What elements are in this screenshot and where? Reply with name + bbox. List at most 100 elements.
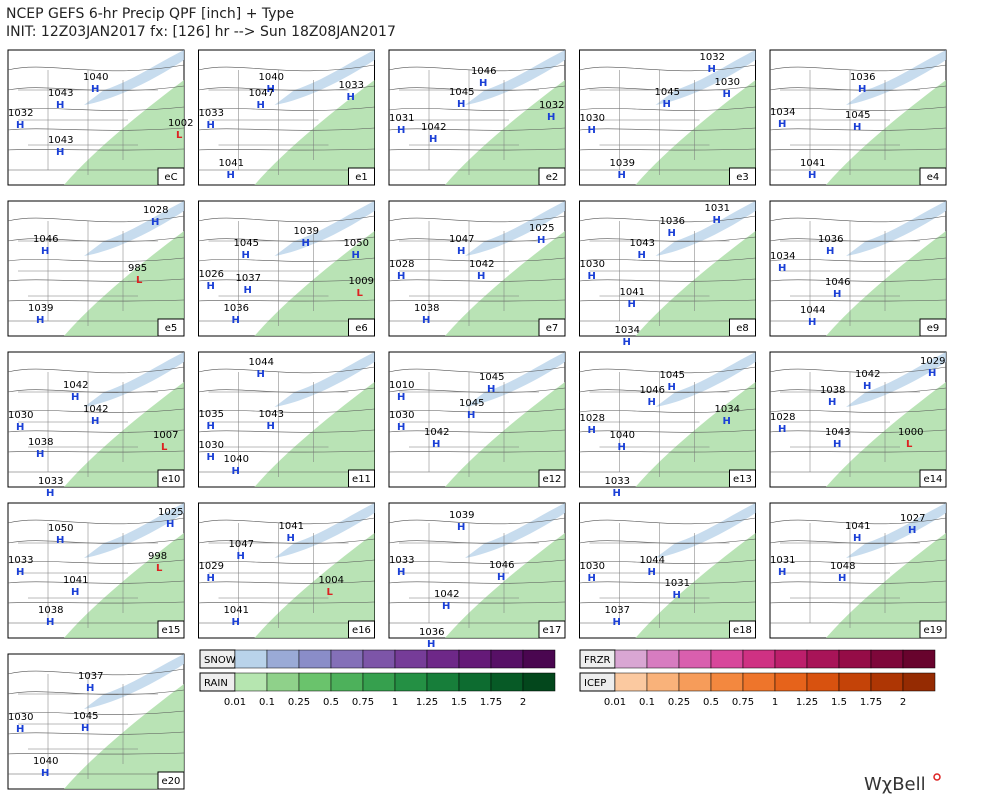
isobar <box>7 299 185 302</box>
isobar <box>198 408 375 413</box>
pressure-value: 1034 <box>715 404 740 415</box>
isobar <box>388 299 566 302</box>
isobar <box>7 257 185 262</box>
member-label: e8 <box>736 323 749 334</box>
pressure-value: 1050 <box>344 238 369 249</box>
pressure-symbol: H <box>457 246 465 257</box>
pressure-symbol: H <box>833 439 841 450</box>
pressure-symbol: L <box>906 439 913 450</box>
legend-tick: 1.25 <box>416 697 438 708</box>
isobar <box>769 64 947 72</box>
isobar <box>7 127 185 131</box>
precip-snow <box>846 201 946 256</box>
member-box <box>538 620 566 639</box>
pressure-symbol: H <box>648 567 656 578</box>
pressure-symbol: H <box>397 271 405 282</box>
pressure-symbol: H <box>287 533 295 544</box>
pressure-value: 1028 <box>580 413 605 424</box>
pressure-value: 1040 <box>33 756 58 767</box>
member-label: e3 <box>736 172 749 183</box>
legend-swatch <box>490 649 524 669</box>
pressure-symbol: H <box>267 421 275 432</box>
isobar <box>769 601 947 604</box>
pressure-symbol: H <box>227 170 235 181</box>
state-lines <box>780 70 920 175</box>
member-label: eC <box>164 172 177 183</box>
pressure-value: 1047 <box>229 539 254 550</box>
precip-rain <box>64 684 184 789</box>
pressure-value: 1045 <box>660 370 685 381</box>
pressure-symbol: L <box>161 442 168 453</box>
precip-rain <box>64 533 184 638</box>
legend-swatch <box>394 672 428 692</box>
isobar <box>579 580 756 584</box>
pressure-value: 1046 <box>471 66 496 77</box>
isobar <box>7 538 185 544</box>
isobar <box>198 64 375 72</box>
member-label: e13 <box>733 474 752 485</box>
pressure-value: 1044 <box>800 305 825 316</box>
pressure-value: 1033 <box>339 80 364 91</box>
precip-rain <box>64 80 184 185</box>
member-label: e20 <box>162 776 181 787</box>
pressure-symbol: H <box>16 724 24 735</box>
pressure-value: 1026 <box>199 269 224 280</box>
legend-tick: 0.75 <box>352 697 374 708</box>
pressure-value: 1034 <box>770 107 795 118</box>
pressure-symbol: H <box>833 289 841 300</box>
pressure-value: 1027 <box>900 513 925 524</box>
pressure-value: 1047 <box>249 88 274 99</box>
precip-snow <box>655 352 756 407</box>
precip-snow <box>465 352 565 407</box>
isobar <box>7 408 185 413</box>
pressure-value: 1041 <box>224 605 249 616</box>
isobar <box>388 517 566 525</box>
pressure-value: 1025 <box>158 507 183 518</box>
precip-rain <box>826 382 946 487</box>
member-label: e9 <box>927 323 940 334</box>
pressure-value: 1038 <box>820 385 845 396</box>
legend-swatch <box>902 649 936 669</box>
state-lines <box>780 221 920 326</box>
pressure-value: 1007 <box>153 430 178 441</box>
isobar <box>7 148 185 151</box>
pressure-value: 1045 <box>845 110 870 121</box>
pressure-value: 1040 <box>259 72 284 83</box>
precip-rain <box>445 382 565 487</box>
isobar <box>579 215 756 223</box>
pressure-value: 1030 <box>715 77 740 88</box>
pressure-value: 1034 <box>615 325 640 336</box>
legend-tick: 0.25 <box>668 697 690 708</box>
legend-swatch <box>426 672 460 692</box>
member-box <box>919 469 947 488</box>
pressure-symbol: L <box>357 288 364 299</box>
pressure-value: 1043 <box>48 88 73 99</box>
pressure-symbol: H <box>16 422 24 433</box>
precip-snow <box>84 503 184 558</box>
isobar <box>769 580 947 584</box>
pressure-symbol: L <box>156 563 163 574</box>
isobar <box>769 106 947 111</box>
pressure-symbol: H <box>41 246 49 257</box>
isobar <box>579 450 756 453</box>
pressure-symbol: H <box>36 315 44 326</box>
legend-swatch <box>710 649 744 669</box>
legend-tick: 1.75 <box>860 697 882 708</box>
pressure-value: 1050 <box>48 523 73 534</box>
pressure-value: 1030 <box>199 440 224 451</box>
pressure-symbol: H <box>237 551 245 562</box>
pressure-symbol: H <box>81 723 89 734</box>
pressure-symbol: H <box>16 567 24 578</box>
precip-snow <box>655 201 756 256</box>
precip-rain <box>826 231 946 336</box>
pressure-value: 1044 <box>640 555 665 566</box>
isobar <box>198 387 375 393</box>
isobar <box>579 127 756 131</box>
legend-swatch <box>362 672 396 692</box>
precip-rain <box>254 533 375 638</box>
pressure-value: 1042 <box>469 259 494 270</box>
legend-label: RAIN <box>204 678 228 689</box>
